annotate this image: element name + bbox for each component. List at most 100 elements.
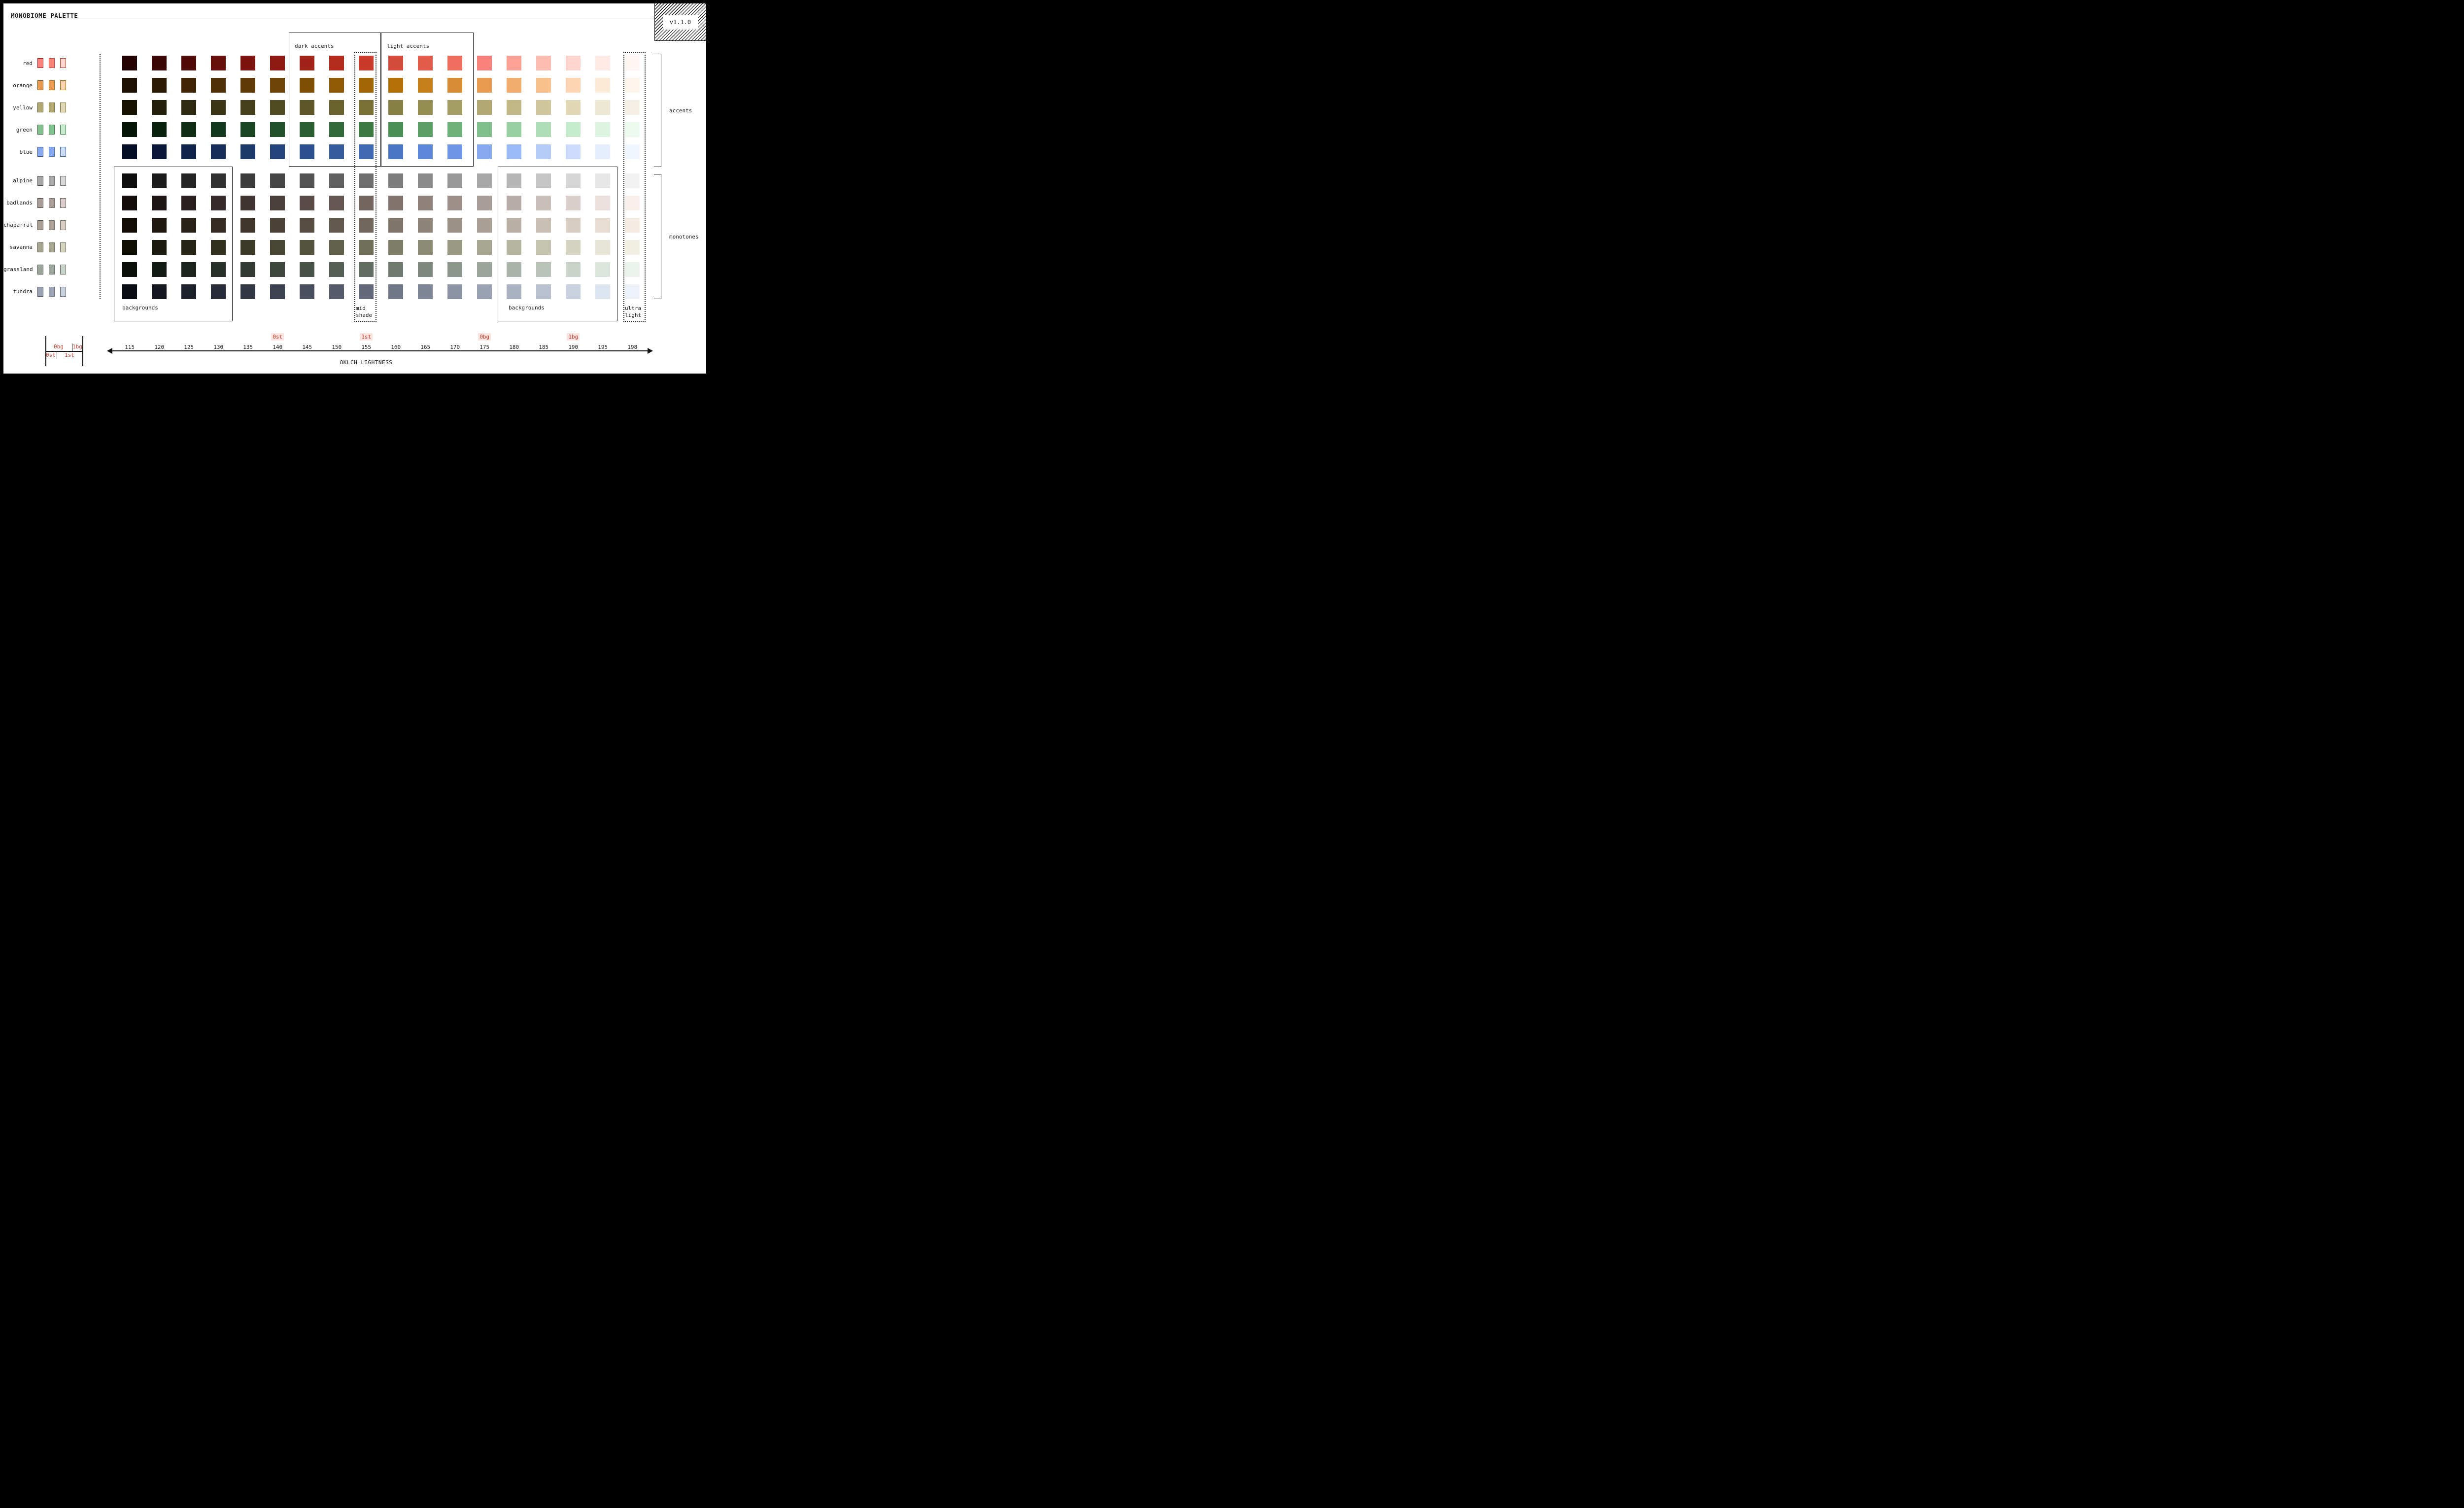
swatch-yellow-120 [152,100,167,115]
key-swatch-orange-3 [60,80,66,90]
swatch-red-155 [359,56,374,70]
swatch-red-195 [595,56,611,70]
swatch-orange-115 [122,78,137,93]
key-swatch-grassland-2 [48,264,55,274]
swatch-grassland-165 [418,262,433,277]
swatch-yellow-180 [507,100,522,115]
swatch-badlands-140 [270,195,285,210]
key-swatch-alpine-3 [60,175,66,186]
ultra-light-box [623,52,646,322]
swatch-orange-155 [359,78,374,93]
swatch-badlands-155 [359,195,374,210]
swatch-green-115 [122,122,137,137]
key-swatch-badlands-1 [37,198,43,208]
row-label-red: red [23,60,33,67]
legend-0bg-label: 0bg [54,343,64,350]
swatch-yellow-155 [359,100,374,115]
swatch-red-160 [388,56,404,70]
swatch-green-125 [181,122,197,137]
accents-bracket [654,54,661,167]
swatch-chaparral-185 [536,217,551,233]
swatch-blue-180 [507,144,522,159]
swatch-savanna-135 [240,240,256,255]
axis-tick-130: 130 [213,344,224,350]
key-swatch-tundra-3 [60,286,66,297]
dark-accents-box [289,33,381,167]
swatch-blue-140 [270,144,285,159]
swatch-chaparral-195 [595,217,611,233]
key-swatch-alpine-2 [48,175,55,186]
key-swatch-yellow-1 [37,103,43,112]
swatch-red-190 [566,56,581,70]
row-label-badlands: badlands [6,200,33,206]
swatch-blue-135 [240,144,256,159]
swatch-green-140 [270,122,285,137]
palette-board: MONOBIOME PALETTE v1.1.0 dark accents li… [0,0,710,377]
swatch-alpine-115 [122,173,137,188]
swatch-red-120 [152,56,167,70]
axis-tick-140: 140 [273,344,283,350]
swatch-chaparral-198 [625,217,640,233]
swatch-blue-130 [211,144,226,159]
swatch-chaparral-175 [477,217,492,233]
swatch-badlands-145 [300,195,315,210]
swatch-blue-150 [329,144,344,159]
title-rule [11,18,654,19]
swatch-green-155 [359,122,374,137]
light-accents-label: light accents [387,43,430,49]
swatch-blue-120 [152,144,167,159]
backgrounds-right-label: backgrounds [509,305,545,311]
swatch-alpine-198 [625,173,640,188]
swatch-badlands-185 [536,195,551,210]
key-swatch-blue-2 [48,147,55,157]
swatch-badlands-165 [418,195,433,210]
swatch-yellow-165 [418,100,433,115]
axis-highlight-0bg: 0bg [478,333,491,341]
key-swatch-red-2 [48,58,55,68]
swatch-grassland-120 [152,262,167,277]
swatch-blue-160 [388,144,404,159]
swatch-red-198 [625,56,640,70]
swatch-chaparral-190 [566,217,581,233]
swatch-red-150 [329,56,344,70]
key-swatch-green-2 [48,125,55,135]
swatch-green-160 [388,122,404,137]
swatch-yellow-190 [566,100,581,115]
axis-tick-185: 185 [539,344,549,350]
accents-group-label: accents [669,107,692,114]
swatch-blue-195 [595,144,611,159]
swatch-chaparral-160 [388,217,404,233]
swatch-green-195 [595,122,611,137]
axis-tick-175: 175 [479,344,490,350]
key-swatch-savanna-3 [60,242,66,252]
swatch-tundra-170 [447,284,463,299]
swatch-grassland-155 [359,262,374,277]
swatch-savanna-190 [566,240,581,255]
swatch-yellow-175 [477,100,492,115]
swatch-yellow-195 [595,100,611,115]
ultra-light-label: ultra light [625,305,642,318]
swatch-grassland-180 [507,262,522,277]
swatch-yellow-160 [388,100,404,115]
key-swatch-blue-1 [37,147,43,157]
swatch-red-165 [418,56,433,70]
swatch-red-170 [447,56,463,70]
swatch-savanna-175 [477,240,492,255]
legend-1st-label: 1st [65,352,74,358]
key-swatch-alpine-1 [37,175,43,186]
axis-tick-150: 150 [332,344,342,350]
swatch-chaparral-115 [122,217,137,233]
axis-tick-125: 125 [184,344,194,350]
swatch-chaparral-135 [240,217,256,233]
key-swatch-red-3 [60,58,66,68]
key-swatch-orange-2 [48,80,55,90]
swatch-badlands-175 [477,195,492,210]
key-swatch-savanna-2 [48,242,55,252]
swatch-green-185 [536,122,551,137]
legend-mid-line [45,351,83,352]
swatch-alpine-140 [270,173,285,188]
swatch-alpine-130 [211,173,226,188]
key-swatch-yellow-3 [60,103,66,112]
swatch-orange-165 [418,78,433,93]
swatch-grassland-185 [536,262,551,277]
